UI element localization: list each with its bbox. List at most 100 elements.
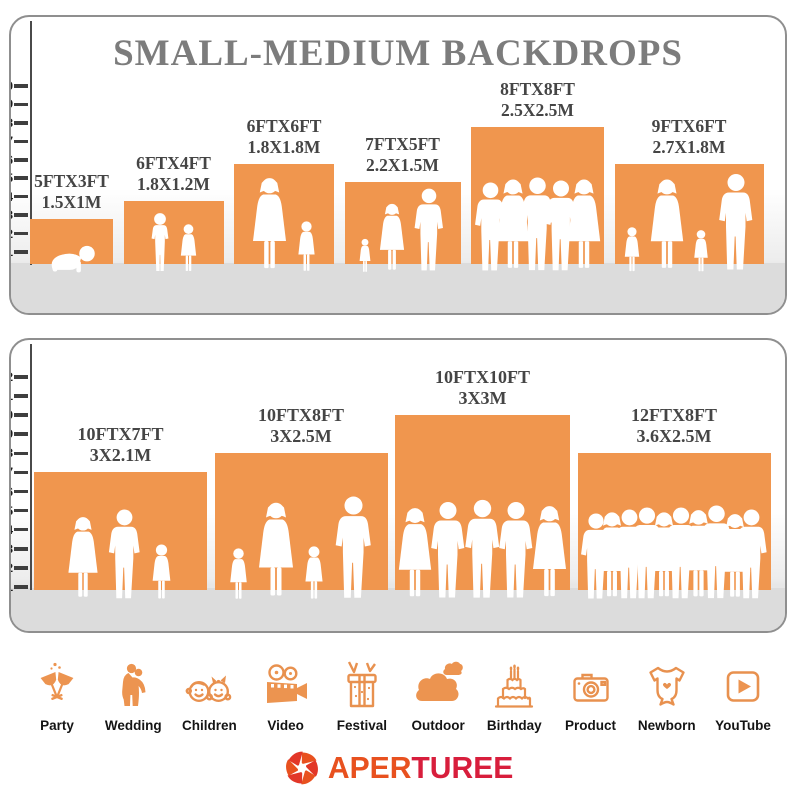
ruler-tick-label: 3 bbox=[11, 543, 13, 555]
backdrop-size-bar bbox=[123, 200, 224, 264]
ruler-tick-mark bbox=[14, 547, 28, 551]
ruler-tick-mark bbox=[14, 102, 28, 107]
bar-size-label: 10FTX10FT 3X3M bbox=[393, 367, 573, 409]
ruler-tick-mark bbox=[14, 194, 28, 199]
bar-size-m: 1.5X1M bbox=[41, 192, 102, 213]
floor-strip bbox=[11, 588, 785, 631]
ruler-axis-line bbox=[30, 344, 32, 590]
ruler-tick-label: 4 bbox=[11, 191, 13, 203]
people-silhouette-group bbox=[222, 495, 379, 602]
person-man-silhouette bbox=[415, 188, 444, 271]
category-label: Newborn bbox=[637, 718, 696, 733]
category-item-birthday: Birthday bbox=[479, 660, 549, 733]
bar-size-label: 8FTX8FT 2.5X2.5M bbox=[448, 79, 628, 121]
people-silhouette-group bbox=[62, 508, 180, 602]
ruler-tick-mark bbox=[14, 432, 28, 436]
category-item-party: Party bbox=[22, 660, 92, 733]
ruler-tick-label: 9 bbox=[11, 428, 13, 440]
backdrop-size-bar bbox=[234, 163, 334, 264]
birthday-icon bbox=[495, 664, 534, 708]
bar-size-m: 2.2X1.5M bbox=[366, 155, 439, 176]
category-item-outdoor: Outdoor bbox=[403, 660, 473, 733]
bar-size-ft: 7FTX5FT bbox=[365, 134, 440, 155]
party-icon bbox=[40, 662, 74, 700]
festival-icon bbox=[347, 661, 377, 708]
category-item-children: Children bbox=[174, 660, 244, 733]
logo-text-right: TUREE bbox=[411, 750, 514, 785]
category-item-product: Product bbox=[556, 660, 626, 733]
ruler-tick-label: 6 bbox=[11, 154, 13, 166]
people-silhouette-group bbox=[467, 176, 608, 274]
person-man-silhouette bbox=[719, 174, 753, 270]
person-woman-silhouette bbox=[258, 502, 293, 596]
person-man-silhouette bbox=[464, 499, 499, 598]
people-silhouette-group bbox=[143, 211, 204, 274]
panel-large: Aperturee Backdrop WWW.APERTUREE.COM 123… bbox=[9, 338, 787, 633]
category-icon-row: Party Wedding Children Video Festival Outdoor… bbox=[22, 660, 778, 733]
bar-size-m: 2.5X2.5M bbox=[501, 99, 574, 120]
bar-size-m: 1.8X1.8M bbox=[247, 136, 321, 157]
ruler-tick-label: 10 bbox=[11, 80, 13, 92]
category-item-wedding: Wedding bbox=[98, 660, 168, 733]
ruler-tick-mark bbox=[14, 566, 28, 570]
person-woman-silhouette bbox=[398, 508, 432, 597]
bar-size-ft: 10FTX10FT bbox=[434, 367, 530, 388]
bar-size-label: 6FTX6FT 1.8X1.8M bbox=[194, 116, 374, 158]
category-item-video: Video bbox=[251, 660, 321, 733]
person-woman-silhouette bbox=[252, 178, 286, 269]
ruler-tick-label: 7 bbox=[11, 466, 13, 478]
ruler-tick-label: 5 bbox=[11, 172, 13, 184]
ruler-tick-mark bbox=[14, 508, 28, 513]
category-item-festival: Festival bbox=[327, 660, 397, 733]
people-silhouette-group bbox=[353, 188, 451, 274]
person-man-silhouette bbox=[520, 177, 553, 271]
panel-small-medium: SMALL-MEDIUM BACKDROPS 1 2 3 4 5 6 7 8 9 10 5FTX3F… bbox=[9, 15, 787, 315]
ruler-tick-mark bbox=[14, 213, 28, 217]
children-icon bbox=[186, 675, 232, 703]
category-label: Birthday bbox=[486, 718, 542, 733]
aperture-blade bbox=[301, 770, 316, 785]
category-label: Outdoor bbox=[411, 718, 465, 733]
person-girl-silhouette bbox=[230, 548, 247, 599]
ruler-tick-label: 2 bbox=[11, 228, 13, 240]
bar-size-ft: 10FTX7FT bbox=[77, 424, 164, 445]
category-label: Video bbox=[267, 718, 304, 733]
ruler-tick-mark bbox=[14, 585, 28, 589]
ruler-axis-line bbox=[30, 21, 32, 265]
category-label: Party bbox=[40, 718, 74, 733]
ruler-tick-label: 8 bbox=[11, 447, 13, 459]
bar-size-label: 12FTX8FT 3.6X2.5M bbox=[584, 405, 764, 447]
ruler-tick-mark bbox=[14, 413, 28, 417]
ruler-tick-label: 8 bbox=[11, 117, 13, 129]
bar-size-ft: 9FTX6FT bbox=[651, 115, 727, 136]
bar-size-m: 1.8X1.2M bbox=[137, 173, 210, 194]
ruler-tick-mark bbox=[14, 84, 28, 88]
outdoor-icon bbox=[416, 661, 463, 701]
bar-size-ft: 5FTX3FT bbox=[34, 171, 109, 192]
person-girl-silhouette bbox=[298, 221, 315, 271]
newborn-icon bbox=[649, 666, 685, 706]
floor-strip bbox=[11, 263, 785, 313]
ruler-tick-mark bbox=[14, 527, 28, 532]
aperture-blade bbox=[301, 752, 317, 764]
person-man-silhouette bbox=[431, 502, 465, 598]
person-man-silhouette bbox=[499, 502, 533, 598]
category-label: Children bbox=[182, 718, 237, 733]
bar-size-m: 2.7X1.8M bbox=[652, 136, 726, 157]
person-girl-silhouette bbox=[180, 224, 197, 271]
people-silhouette-group bbox=[41, 242, 102, 274]
people-silhouette-group bbox=[617, 173, 761, 274]
person-man-silhouette bbox=[474, 182, 506, 271]
person-child-silhouette bbox=[151, 213, 169, 271]
ruler-tick-label: 2 bbox=[11, 562, 13, 574]
ruler-tick-mark bbox=[14, 375, 28, 379]
category-label: Wedding bbox=[104, 718, 162, 733]
logo-text: APERTUREE bbox=[328, 750, 513, 786]
ruler-tick-label: 4 bbox=[11, 524, 13, 536]
aperture-blade bbox=[287, 772, 303, 784]
category-label: Product bbox=[565, 718, 617, 733]
person-girl-silhouette bbox=[694, 230, 708, 272]
page-title: SMALL-MEDIUM BACKDROPS bbox=[113, 33, 683, 74]
ruler-tick-mark bbox=[14, 394, 28, 398]
